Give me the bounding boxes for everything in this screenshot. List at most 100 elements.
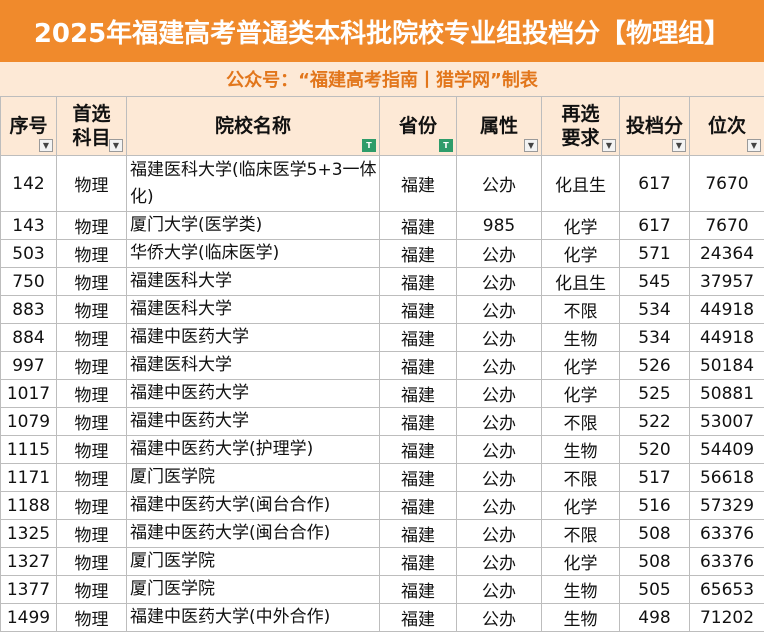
cell-requirement[interactable]: 化学 [541, 491, 620, 520]
filter-dropdown-icon[interactable]: ▼ [39, 139, 53, 152]
cell-province[interactable]: 福建 [379, 603, 457, 632]
cell-score[interactable]: 508 [619, 519, 690, 548]
cell-score[interactable]: 516 [619, 491, 690, 520]
cell-subject[interactable]: 物理 [56, 407, 127, 436]
table-row[interactable]: 1188 物理 福建中医药大学(闽台合作) 福建 公办 化学 516 57329 [0, 491, 764, 520]
cell-requirement[interactable]: 不限 [541, 463, 620, 492]
cell-rank[interactable]: 54409 [689, 435, 764, 464]
cell-index[interactable]: 997 [0, 351, 57, 380]
cell-school[interactable]: 华侨大学(临床医学) [126, 239, 380, 268]
cell-province[interactable]: 福建 [379, 239, 457, 268]
cell-rank[interactable]: 7670 [689, 211, 764, 240]
cell-requirement[interactable]: 化学 [541, 379, 620, 408]
table-row[interactable]: 1377 物理 厦门医学院 福建 公办 生物 505 65653 [0, 575, 764, 604]
filter-dropdown-icon[interactable]: ▼ [672, 139, 686, 152]
cell-rank[interactable]: 57329 [689, 491, 764, 520]
cell-score[interactable]: 517 [619, 463, 690, 492]
cell-rank[interactable]: 50881 [689, 379, 764, 408]
filter-dropdown-icon[interactable]: ▼ [747, 139, 761, 152]
cell-rank[interactable]: 63376 [689, 519, 764, 548]
cell-score[interactable]: 526 [619, 351, 690, 380]
cell-rank[interactable]: 24364 [689, 239, 764, 268]
cell-school[interactable]: 厦门大学(医学类) [126, 211, 380, 240]
filter-active-icon[interactable]: T [362, 139, 376, 152]
cell-school[interactable]: 厦门医学院 [126, 575, 380, 604]
cell-score[interactable]: 617 [619, 155, 690, 212]
cell-rank[interactable]: 63376 [689, 547, 764, 576]
cell-subject[interactable]: 物理 [56, 155, 127, 212]
cell-type[interactable]: 公办 [456, 155, 542, 212]
table-row[interactable]: 1079 物理 福建中医药大学 福建 公办 不限 522 53007 [0, 407, 764, 436]
cell-type[interactable]: 公办 [456, 295, 542, 324]
cell-province[interactable]: 福建 [379, 211, 457, 240]
cell-province[interactable]: 福建 [379, 267, 457, 296]
cell-score[interactable]: 571 [619, 239, 690, 268]
cell-province[interactable]: 福建 [379, 379, 457, 408]
cell-subject[interactable]: 物理 [56, 239, 127, 268]
cell-index[interactable]: 1325 [0, 519, 57, 548]
cell-requirement[interactable]: 化学 [541, 239, 620, 268]
cell-score[interactable]: 617 [619, 211, 690, 240]
cell-school[interactable]: 福建医科大学 [126, 267, 380, 296]
cell-province[interactable]: 福建 [379, 463, 457, 492]
cell-school[interactable]: 福建中医药大学(护理学) [126, 435, 380, 464]
cell-province[interactable]: 福建 [379, 155, 457, 212]
cell-type[interactable]: 公办 [456, 519, 542, 548]
cell-province[interactable]: 福建 [379, 295, 457, 324]
table-row[interactable]: 1171 物理 厦门医学院 福建 公办 不限 517 56618 [0, 463, 764, 492]
cell-requirement[interactable]: 生物 [541, 435, 620, 464]
cell-index[interactable]: 1377 [0, 575, 57, 604]
cell-score[interactable]: 545 [619, 267, 690, 296]
cell-type[interactable]: 公办 [456, 435, 542, 464]
cell-score[interactable]: 520 [619, 435, 690, 464]
cell-requirement[interactable]: 化学 [541, 211, 620, 240]
cell-province[interactable]: 福建 [379, 547, 457, 576]
cell-requirement[interactable]: 不限 [541, 407, 620, 436]
cell-score[interactable]: 498 [619, 603, 690, 632]
filter-active-icon[interactable]: T [439, 139, 453, 152]
cell-subject[interactable]: 物理 [56, 295, 127, 324]
col-header-requirement[interactable]: 再选 要求 ▼ [541, 96, 620, 156]
cell-subject[interactable]: 物理 [56, 519, 127, 548]
table-row[interactable]: 997 物理 福建医科大学 福建 公办 化学 526 50184 [0, 351, 764, 380]
cell-index[interactable]: 750 [0, 267, 57, 296]
cell-subject[interactable]: 物理 [56, 211, 127, 240]
table-row[interactable]: 1327 物理 厦门医学院 福建 公办 化学 508 63376 [0, 547, 764, 576]
cell-score[interactable]: 505 [619, 575, 690, 604]
cell-school[interactable]: 福建医科大学(临床医学5+3一体化) [126, 155, 380, 212]
cell-index[interactable]: 503 [0, 239, 57, 268]
cell-score[interactable]: 534 [619, 323, 690, 352]
cell-type[interactable]: 公办 [456, 603, 542, 632]
cell-province[interactable]: 福建 [379, 575, 457, 604]
cell-index[interactable]: 1327 [0, 547, 57, 576]
cell-rank[interactable]: 50184 [689, 351, 764, 380]
cell-subject[interactable]: 物理 [56, 323, 127, 352]
table-row[interactable]: 1499 物理 福建中医药大学(中外合作) 福建 公办 生物 498 71202 [0, 603, 764, 632]
cell-subject[interactable]: 物理 [56, 575, 127, 604]
cell-index[interactable]: 1499 [0, 603, 57, 632]
table-row[interactable]: 1325 物理 福建中医药大学(闽台合作) 福建 公办 不限 508 63376 [0, 519, 764, 548]
cell-subject[interactable]: 物理 [56, 463, 127, 492]
cell-type[interactable]: 公办 [456, 407, 542, 436]
cell-province[interactable]: 福建 [379, 323, 457, 352]
cell-type[interactable]: 985 [456, 211, 542, 240]
cell-school[interactable]: 福建医科大学 [126, 295, 380, 324]
cell-index[interactable]: 883 [0, 295, 57, 324]
cell-score[interactable]: 525 [619, 379, 690, 408]
cell-type[interactable]: 公办 [456, 379, 542, 408]
table-row[interactable]: 883 物理 福建医科大学 福建 公办 不限 534 44918 [0, 295, 764, 324]
cell-requirement[interactable]: 生物 [541, 603, 620, 632]
filter-dropdown-icon[interactable]: ▼ [524, 139, 538, 152]
cell-requirement[interactable]: 化学 [541, 351, 620, 380]
cell-index[interactable]: 1079 [0, 407, 57, 436]
col-header-score[interactable]: 投档分 ▼ [619, 96, 690, 156]
cell-requirement[interactable]: 生物 [541, 575, 620, 604]
cell-rank[interactable]: 53007 [689, 407, 764, 436]
cell-school[interactable]: 福建中医药大学(中外合作) [126, 603, 380, 632]
cell-subject[interactable]: 物理 [56, 547, 127, 576]
table-row[interactable]: 750 物理 福建医科大学 福建 公办 化且生 545 37957 [0, 267, 764, 296]
table-row[interactable]: 503 物理 华侨大学(临床医学) 福建 公办 化学 571 24364 [0, 239, 764, 268]
cell-score[interactable]: 508 [619, 547, 690, 576]
cell-index[interactable]: 1115 [0, 435, 57, 464]
cell-province[interactable]: 福建 [379, 351, 457, 380]
